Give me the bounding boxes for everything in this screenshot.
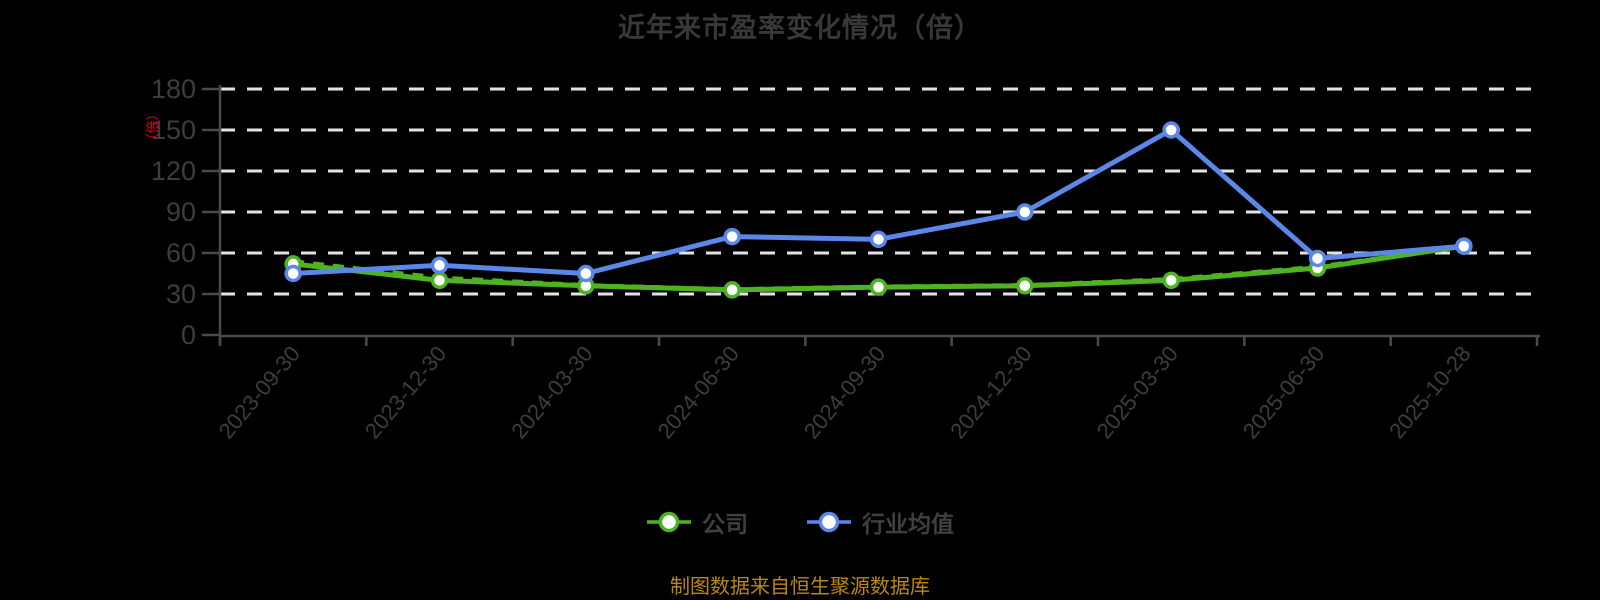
company-data-point [1016, 277, 1034, 295]
x-tick-label: 2025-06-30 [1238, 341, 1329, 443]
industry-data-point [869, 230, 888, 249]
x-tick-label: 2024-06-30 [653, 341, 744, 443]
y-tick-label: 60 [166, 238, 196, 268]
legend-label-company: 公司 [702, 511, 748, 537]
y-tick-label: 0 [181, 320, 196, 350]
industry-data-point [723, 227, 741, 246]
x-tick-label: 2023-12-30 [360, 341, 451, 443]
y-axis-unit-label: （倍） [145, 107, 160, 146]
x-tick-label: 2024-03-30 [506, 341, 597, 443]
industry-data-point [1308, 249, 1327, 268]
legend-item-industry-average[interactable]: 行业均值 [806, 505, 954, 539]
y-tick-label: 120 [151, 156, 196, 186]
y-tick-label: 30 [166, 279, 196, 309]
legend-label-industry-average: 行业均值 [862, 511, 954, 537]
industry-data-point [1162, 121, 1180, 139]
x-tick-label: 2023-09-30 [214, 341, 305, 443]
legend-item-company[interactable]: 公司 [646, 505, 748, 539]
company-legend-marker-icon [647, 511, 691, 533]
industry-data-point [1016, 203, 1034, 221]
data-source-note: 制图数据来自恒生聚源数据库 [670, 576, 930, 598]
y-tick-label: 150 [151, 115, 196, 145]
company-data-point [723, 281, 741, 299]
pe-trend-chart: 0 30 60 90 120 150 180 （倍） 2023-09-30 2023-12-30 2… [145, 74, 1540, 443]
industry-data-point [430, 256, 449, 275]
industry-data-point [1455, 237, 1473, 255]
y-tick-label: 90 [166, 197, 196, 227]
y-tick-label: 180 [151, 74, 196, 104]
x-tick-label: 2025-10-28 [1384, 341, 1475, 443]
x-tick-label: 2024-09-30 [799, 341, 890, 443]
industry-data-point [577, 264, 595, 283]
industry-legend-marker-icon [807, 511, 851, 533]
company-data-point [869, 278, 888, 296]
legend: 公司 行业均值 [0, 505, 1600, 539]
company-data-point [430, 271, 449, 290]
x-tick-label: 2025-03-30 [1092, 341, 1183, 443]
industry-data-point [284, 264, 302, 283]
x-tick-label: 2024-12-30 [945, 341, 1036, 443]
company-data-point [1162, 271, 1180, 290]
chart-title: 近年来市盈率变化情况（倍） [618, 13, 982, 43]
